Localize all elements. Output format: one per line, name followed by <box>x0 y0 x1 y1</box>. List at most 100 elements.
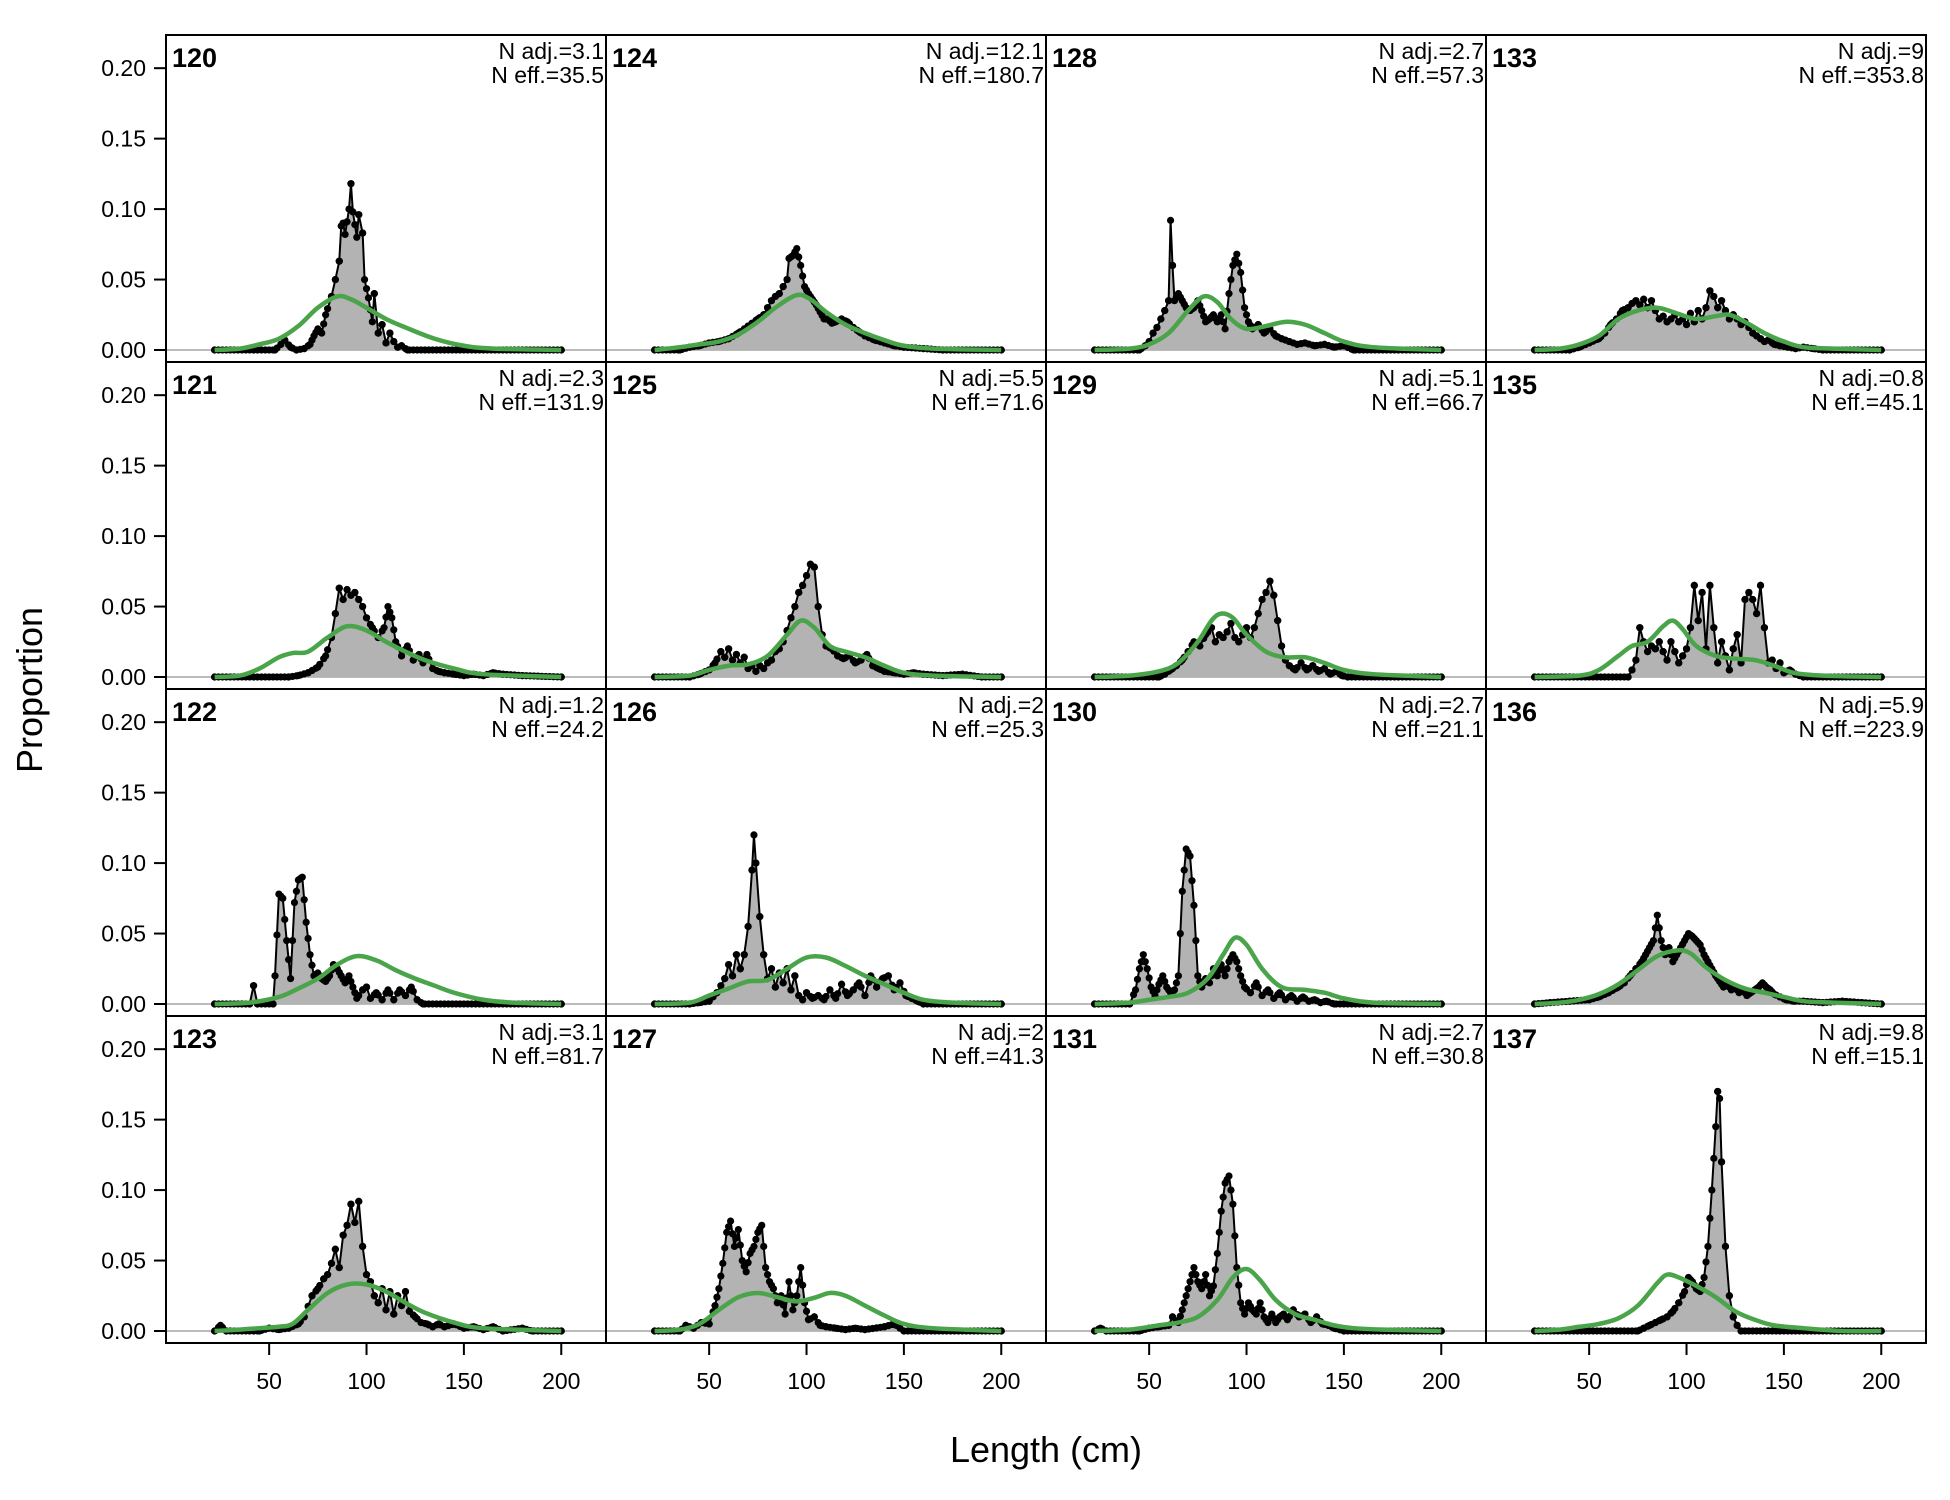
observed-point <box>1225 1172 1233 1180</box>
observed-point <box>822 1323 830 1331</box>
x-tick-label: 150 <box>1325 1368 1363 1394</box>
observed-point <box>849 986 857 994</box>
observed-point <box>802 571 811 580</box>
observed-area <box>1094 581 1442 677</box>
x-tick-label: 100 <box>787 1368 825 1394</box>
y-tick-label: 0.00 <box>101 337 146 363</box>
observed-point <box>752 1235 760 1244</box>
observed-point <box>308 1292 316 1300</box>
observed-point <box>355 211 363 219</box>
observed-point <box>793 1292 801 1300</box>
observed-point <box>787 1292 795 1300</box>
observed-point <box>1260 329 1268 337</box>
panel-126: 126 N adj.=2N eff.=25.3 <box>605 688 1047 1017</box>
n-adj-label: N adj.=9.8 <box>1819 1019 1925 1045</box>
observed-point <box>285 956 293 964</box>
observed-point <box>306 951 314 959</box>
observed-point <box>1303 666 1311 674</box>
observed-point <box>1237 1299 1245 1307</box>
observed-point <box>1235 965 1243 973</box>
observed-point <box>1202 1271 1210 1279</box>
observed-point <box>1729 1313 1737 1321</box>
observed-point <box>1198 1285 1206 1293</box>
y-tick-label: 0.00 <box>101 1318 146 1344</box>
x-tick-label: 100 <box>347 1368 385 1394</box>
observed-point <box>1182 845 1190 853</box>
n-adj-label: N adj.=2 <box>958 1019 1044 1045</box>
observed-point <box>322 977 330 986</box>
observed-point <box>797 261 805 270</box>
observed-point <box>732 951 741 959</box>
observed-point <box>1679 652 1687 660</box>
observed-point <box>1768 656 1776 664</box>
observed-point <box>1301 339 1309 347</box>
observed-point <box>1237 268 1245 277</box>
observed-point <box>1338 671 1346 680</box>
observed-point <box>1190 901 1198 909</box>
observed-point <box>769 1285 778 1293</box>
observed-point <box>880 1323 889 1331</box>
observed-point <box>1235 1281 1243 1289</box>
observed-point <box>1649 936 1658 945</box>
observed-point <box>1669 1307 1677 1315</box>
y-tick-label: 0.20 <box>101 709 146 735</box>
observed-point <box>1172 979 1181 987</box>
observed-point <box>1764 336 1772 344</box>
observed-point <box>386 329 394 337</box>
observed-point <box>1694 617 1702 625</box>
observed-point <box>1696 941 1704 949</box>
observed-point <box>1246 989 1255 997</box>
observed-point <box>765 1278 774 1286</box>
x-tick-label: 150 <box>1765 1368 1803 1394</box>
n-adj-label: N adj.=12.1 <box>926 38 1044 64</box>
observed-area <box>1534 915 1882 1004</box>
observed-point <box>752 859 760 867</box>
observed-point <box>1704 958 1712 966</box>
observed-point <box>810 563 818 571</box>
observed-point <box>832 994 840 1002</box>
panel-label: 128 <box>1052 43 1097 73</box>
observed-point <box>1702 304 1710 312</box>
observed-point <box>1153 986 1161 994</box>
y-tick-label: 0.05 <box>101 921 146 947</box>
observed-point <box>1316 998 1325 1007</box>
panel-label: 137 <box>1492 1024 1537 1054</box>
observed-point <box>1293 340 1301 348</box>
observed-point <box>1244 1299 1253 1307</box>
panel-137: 137 N adj.=9.8N eff.=15.1 <box>1485 1015 1927 1344</box>
n-adj-label: N adj.=5.1 <box>1379 365 1485 391</box>
observed-point <box>799 272 807 280</box>
observed-point <box>370 290 378 298</box>
observed-point <box>374 329 382 337</box>
observed-point <box>1233 250 1241 258</box>
observed-point <box>1225 958 1233 966</box>
observed-point <box>1293 997 1301 1005</box>
observed-point <box>767 656 776 664</box>
y-tick-label: 0.15 <box>101 453 146 479</box>
observed-point <box>1281 996 1290 1004</box>
observed-point <box>1225 290 1233 298</box>
observed-point <box>1645 1321 1654 1329</box>
x-tick-label: 200 <box>982 1368 1020 1394</box>
observed-point <box>366 994 375 1002</box>
observed-point <box>1176 929 1184 938</box>
observed-point <box>1221 972 1229 980</box>
observed-point <box>1700 951 1708 959</box>
observed-point <box>717 1272 725 1280</box>
expected-line <box>214 953 562 1007</box>
observed-point <box>314 1285 322 1293</box>
observed-point <box>1203 1281 1212 1289</box>
observed-point <box>1139 951 1147 959</box>
observed-point <box>1170 297 1179 305</box>
observed-point <box>323 646 332 654</box>
observed-point <box>1272 1318 1280 1327</box>
observed-point <box>1706 287 1714 295</box>
observed-point <box>1725 1292 1733 1300</box>
observed-point <box>832 1324 840 1332</box>
observed-point <box>1131 986 1140 994</box>
y-tick-label: 0.05 <box>101 1248 146 1274</box>
observed-point <box>1326 670 1334 678</box>
observed-point <box>1147 983 1155 991</box>
observed-point <box>1708 1186 1716 1194</box>
panel-127: 127 N adj.=2N eff.=41.3 <box>605 1015 1047 1344</box>
